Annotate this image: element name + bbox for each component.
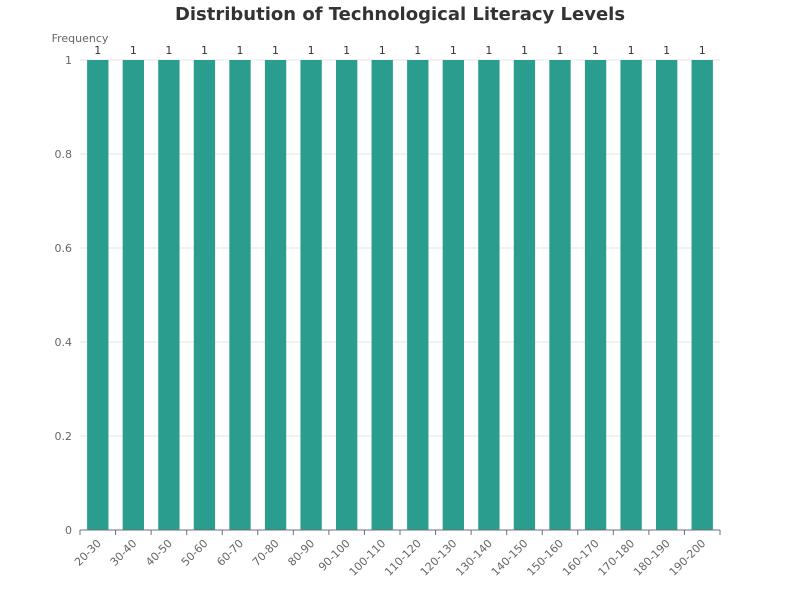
bar-value-label: 1 bbox=[414, 44, 421, 57]
bar[interactable] bbox=[158, 60, 180, 530]
bar[interactable] bbox=[300, 60, 322, 530]
bar-value-label: 1 bbox=[94, 44, 101, 57]
y-tick-label: 0.8 bbox=[55, 148, 73, 161]
bar[interactable] bbox=[229, 60, 251, 530]
y-axis-title: Frequency bbox=[52, 32, 109, 45]
x-tick-label: 40-50 bbox=[143, 537, 175, 569]
x-tick-label: 150-160 bbox=[524, 537, 566, 579]
x-tick-label: 180-190 bbox=[631, 537, 673, 579]
x-tick-label: 170-180 bbox=[596, 537, 638, 579]
bar[interactable] bbox=[193, 60, 216, 530]
bar-value-label: 1 bbox=[343, 44, 350, 57]
x-tick-label: 50-60 bbox=[179, 537, 211, 569]
bar[interactable] bbox=[549, 60, 571, 530]
x-tick-label: 30-40 bbox=[108, 537, 140, 569]
bar-value-label: 1 bbox=[485, 44, 492, 57]
bar[interactable] bbox=[407, 60, 429, 530]
grid-lines bbox=[80, 59, 720, 437]
bar-value-label: 1 bbox=[557, 44, 564, 57]
bar-value-label: 1 bbox=[130, 44, 137, 57]
bar-value-label: 1 bbox=[628, 44, 635, 57]
y-tick-label: 0 bbox=[65, 524, 72, 537]
x-tick-label: 190-200 bbox=[667, 537, 709, 579]
y-tick-label: 0.2 bbox=[55, 430, 73, 443]
x-tick-label: 110-120 bbox=[382, 537, 424, 579]
bar[interactable] bbox=[620, 60, 642, 530]
bar[interactable] bbox=[87, 60, 109, 530]
chart-title: Distribution of Technological Literacy L… bbox=[175, 4, 625, 25]
bar[interactable] bbox=[336, 60, 358, 530]
bar-value-label: 1 bbox=[272, 44, 279, 57]
bar-value-label: 1 bbox=[592, 44, 599, 57]
bar[interactable] bbox=[371, 60, 393, 530]
x-tick-label: 60-70 bbox=[214, 537, 246, 569]
bar[interactable] bbox=[691, 60, 713, 530]
bar[interactable] bbox=[513, 60, 536, 530]
bar[interactable] bbox=[584, 60, 607, 530]
bar[interactable] bbox=[264, 60, 287, 530]
bar[interactable] bbox=[122, 60, 144, 530]
bar-value-label: 1 bbox=[201, 44, 208, 57]
bar-value-label: 1 bbox=[379, 44, 386, 57]
x-tick-label: 160-170 bbox=[560, 537, 602, 579]
x-tick-label: 20-30 bbox=[72, 537, 104, 569]
x-tick-label: 80-90 bbox=[285, 537, 317, 569]
x-tick-label: 70-80 bbox=[250, 537, 282, 569]
x-tick-label: 130-140 bbox=[453, 537, 495, 579]
bar[interactable] bbox=[656, 60, 678, 530]
y-tick-label: 0.4 bbox=[55, 336, 73, 349]
bar[interactable] bbox=[442, 60, 464, 530]
bar-value-label: 1 bbox=[521, 44, 528, 57]
bar-value-label: 1 bbox=[165, 44, 172, 57]
bars bbox=[87, 60, 713, 530]
bar-value-label: 1 bbox=[699, 44, 706, 57]
bar-value-label: 1 bbox=[663, 44, 670, 57]
x-tick-label: 120-130 bbox=[418, 537, 460, 579]
y-tick-label: 0.6 bbox=[55, 242, 73, 255]
bar-value-label: 1 bbox=[450, 44, 457, 57]
x-tick-label: 100-110 bbox=[347, 537, 389, 579]
bar-value-label: 1 bbox=[308, 44, 315, 57]
data-labels: 1 1 1 1 1 1 1 1 1 1 1 1 1 1 1 1 1 1 bbox=[94, 44, 705, 57]
bar-value-label: 1 bbox=[237, 44, 244, 57]
y-tick-label: 1 bbox=[65, 54, 72, 67]
x-tick-label: 140-150 bbox=[489, 537, 531, 579]
bar[interactable] bbox=[478, 60, 500, 530]
